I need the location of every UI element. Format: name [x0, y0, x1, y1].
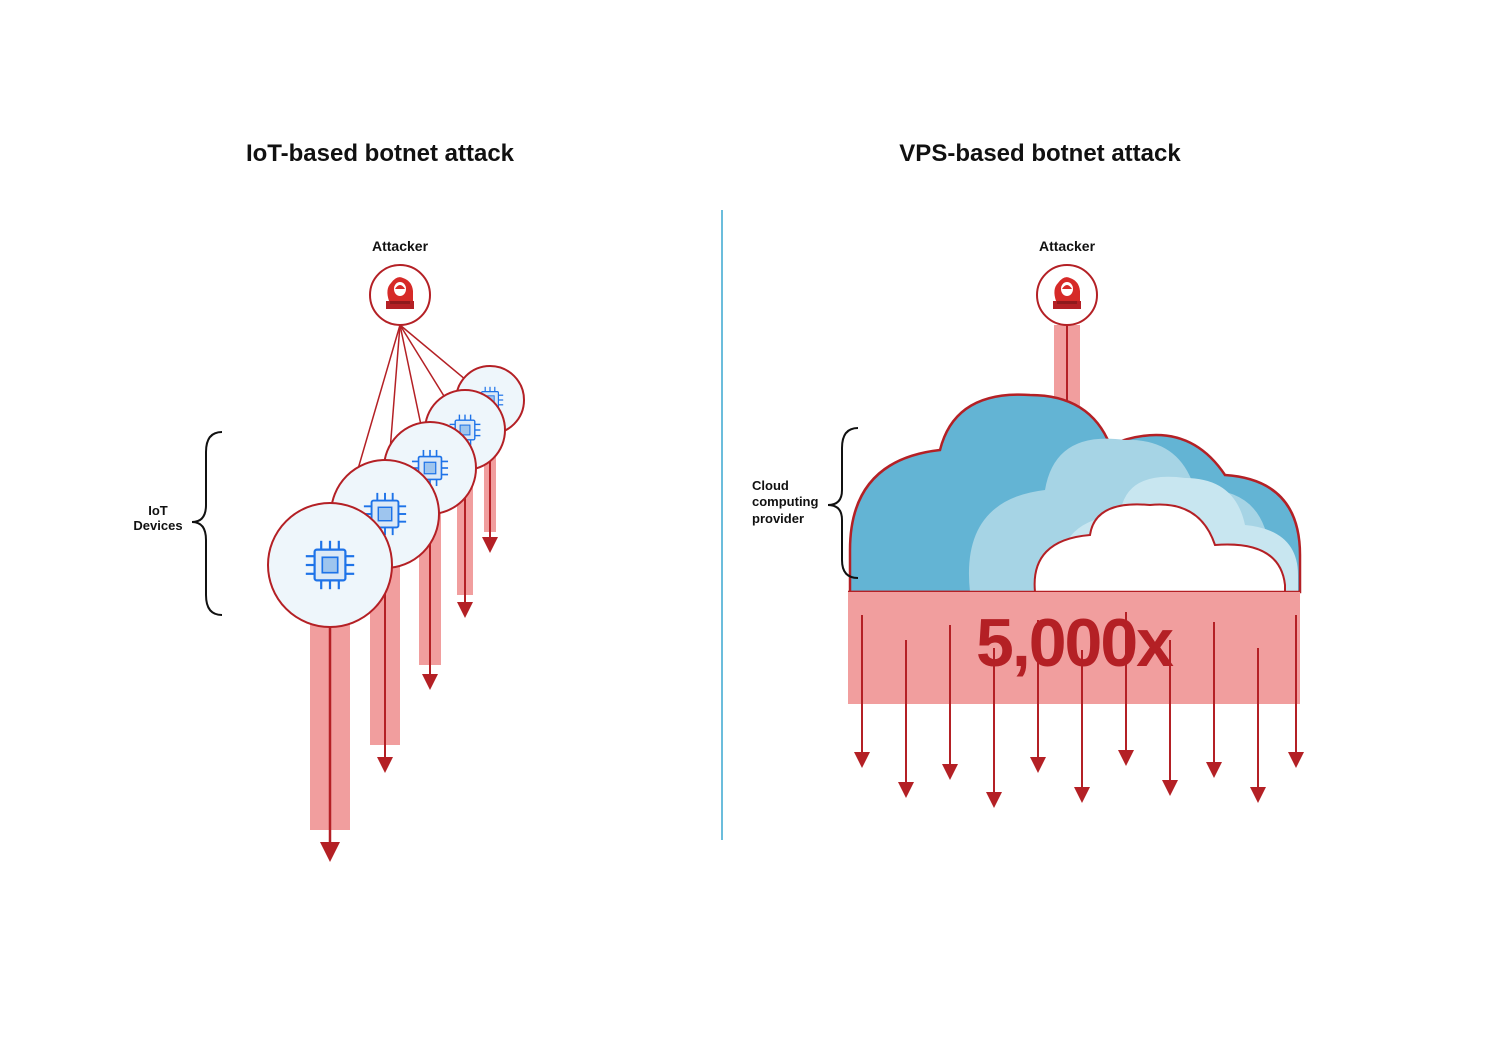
cloud-group: [848, 395, 1300, 592]
left-title: IoT-based botnet attack: [100, 140, 660, 168]
right-title: VPS-based botnet attack: [760, 140, 1320, 168]
iot-devices-group: [268, 366, 524, 852]
left-attacker: [370, 265, 430, 325]
right-attacker: [1037, 265, 1097, 325]
multiplier-text: 5,000x: [848, 604, 1300, 682]
iot-devices-label: IoT Devices: [128, 503, 188, 533]
left-attacker-label: Attacker: [360, 238, 440, 254]
cloud-provider-label: Cloud computing provider: [752, 478, 832, 527]
left-brace: [192, 432, 222, 615]
right-attacker-label: Attacker: [1027, 238, 1107, 254]
